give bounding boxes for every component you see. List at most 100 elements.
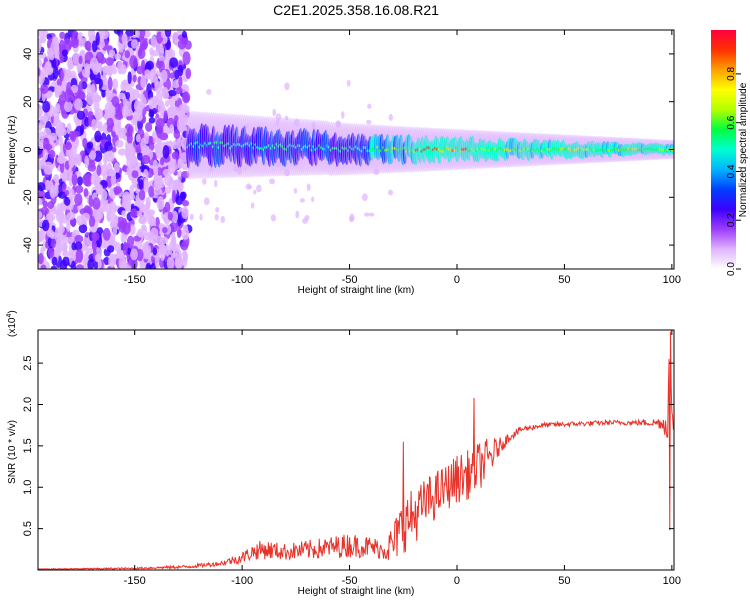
- spectrogram-cell: [162, 245, 167, 256]
- spectrogram-cell: [42, 148, 49, 161]
- spectrogram-y-ticks: -40 -20 0 20 40: [22, 48, 674, 253]
- spectrogram-cell: [256, 184, 262, 193]
- snr-x-tick-label: 50: [558, 575, 570, 587]
- spectrogram-cell: [59, 68, 64, 82]
- spectrogram-cell: [138, 214, 146, 224]
- spectrogram-cell: [299, 198, 305, 203]
- spectrogram-cell: [143, 177, 148, 191]
- spectrogram-cell: [107, 76, 113, 91]
- spectrogram-cell: [311, 196, 315, 203]
- spectrogram-cell: [215, 206, 220, 213]
- spectrogram-cell: [50, 265, 58, 269]
- spectrogram-cell: [91, 241, 98, 251]
- spectrogram-cell: [182, 250, 188, 259]
- spectrogram-cell: [69, 218, 77, 226]
- spectrogram-cell: [96, 164, 102, 177]
- spectrogram-cell: [107, 245, 115, 253]
- spectrogram-cell: [61, 214, 68, 224]
- colorbar-label: Normalized spectral amplitude: [738, 82, 749, 217]
- spectrogram-cell: [363, 212, 370, 217]
- spectrogram-cell: [62, 78, 68, 87]
- snr-background: [38, 330, 674, 570]
- spectrogram-cell: [181, 227, 190, 240]
- spectrogram-cell: [66, 122, 72, 135]
- spectrogram-cell: [109, 187, 114, 199]
- spectrogram-cell: [145, 60, 154, 71]
- colorbar-tick-label: 0.6: [726, 115, 737, 129]
- spectrogram-cell: [127, 71, 132, 85]
- spectrogram-cell: [64, 170, 73, 182]
- spectrogram-cell: [220, 215, 226, 224]
- spectrogram-cell: [105, 57, 114, 66]
- spectrogram-cell: [71, 39, 79, 49]
- spectrogram-cell: [171, 140, 179, 150]
- spectrogram-cell: [169, 57, 179, 69]
- spectrogram-cell: [148, 110, 154, 118]
- spectrogram-cell: [135, 248, 144, 262]
- spectrogram-x-tick-label: 0: [454, 274, 460, 286]
- spectrogram-cell: [137, 48, 146, 60]
- spectrogram-cell: [117, 148, 127, 156]
- spectrogram-cell: [145, 122, 153, 132]
- spectrogram-cell: [172, 31, 180, 44]
- spectrogram-cell: [108, 201, 117, 215]
- spectrogram-cell: [59, 31, 66, 39]
- spectrogram-cell: [159, 132, 169, 141]
- spectrogram-cell: [56, 156, 66, 164]
- spectrogram-cell: [148, 68, 157, 83]
- spectrogram-cell: [108, 104, 116, 118]
- spectrogram-cell: [152, 95, 158, 104]
- spectrogram-cell: [89, 226, 97, 233]
- spectrogram-cell: [76, 110, 86, 120]
- spectrogram-cell: [112, 223, 118, 237]
- spectrogram-cell: [131, 170, 139, 179]
- spectrogram-cell: [87, 258, 95, 269]
- spectrogram-cell: [104, 141, 113, 152]
- spectrogram-cell: [116, 247, 122, 259]
- spectrogram-cell: [94, 130, 102, 143]
- spectrogram-x-label: Height of straight line (km): [298, 285, 415, 296]
- snr-scale-prefix: (x10: [7, 317, 18, 337]
- spectrogram-cell: [115, 113, 124, 121]
- colorbar-ticks: 0.0 0.2 0.4 0.6 0.8: [726, 67, 741, 276]
- spectrogram-cell: [189, 213, 194, 221]
- spectrogram-cell: [306, 183, 311, 192]
- spectrogram-x-tick-label: -50: [342, 274, 358, 286]
- spectrogram-cell: [68, 155, 75, 169]
- spectrogram-cell: [38, 131, 46, 140]
- spectrogram-cell: [38, 58, 43, 69]
- spectrogram-cell: [164, 30, 172, 38]
- spectrogram-cell: [86, 83, 93, 97]
- spectrogram-cell: [67, 188, 75, 201]
- spectrogram-cell: [41, 35, 47, 44]
- snr-y-tick-label: 1.0: [22, 480, 34, 495]
- spectrogram-cell: [121, 127, 128, 135]
- spectrogram-cell: [124, 108, 134, 117]
- spectrogram-cell: [97, 260, 102, 269]
- spectrogram-cell: [74, 98, 83, 111]
- spectrogram-cell: [214, 179, 218, 188]
- spectrogram-cell: [203, 197, 210, 206]
- snr-y-tick-label: 0.5: [22, 521, 34, 536]
- spectrogram-y-tick-label: 40: [22, 48, 34, 60]
- spectrogram-cell: [38, 122, 43, 132]
- spectrogram-cell: [67, 58, 74, 70]
- spectrogram-cell: [98, 78, 104, 89]
- spectrogram-cell: [176, 118, 182, 132]
- spectrogram-cell: [388, 113, 393, 121]
- spectrogram-cell: [105, 109, 110, 117]
- spectrogram-cell: [108, 169, 117, 177]
- spectrogram-cell: [71, 242, 77, 251]
- spectrogram-cell: [58, 136, 64, 147]
- spectrogram-cell: [150, 227, 159, 240]
- spectrogram-cell: [76, 62, 83, 75]
- spectrogram-cell: [42, 100, 51, 113]
- spectrogram-cell: [71, 173, 78, 186]
- spectrogram-cell: [185, 67, 192, 80]
- spectrogram-cell: [64, 196, 71, 207]
- spectrogram-cell: [130, 208, 138, 218]
- spectrogram-cell: [38, 198, 43, 206]
- spectrogram-cell: [135, 30, 140, 38]
- snr-scale-exponent: 4: [6, 314, 13, 318]
- spectrogram-cell: [54, 85, 63, 96]
